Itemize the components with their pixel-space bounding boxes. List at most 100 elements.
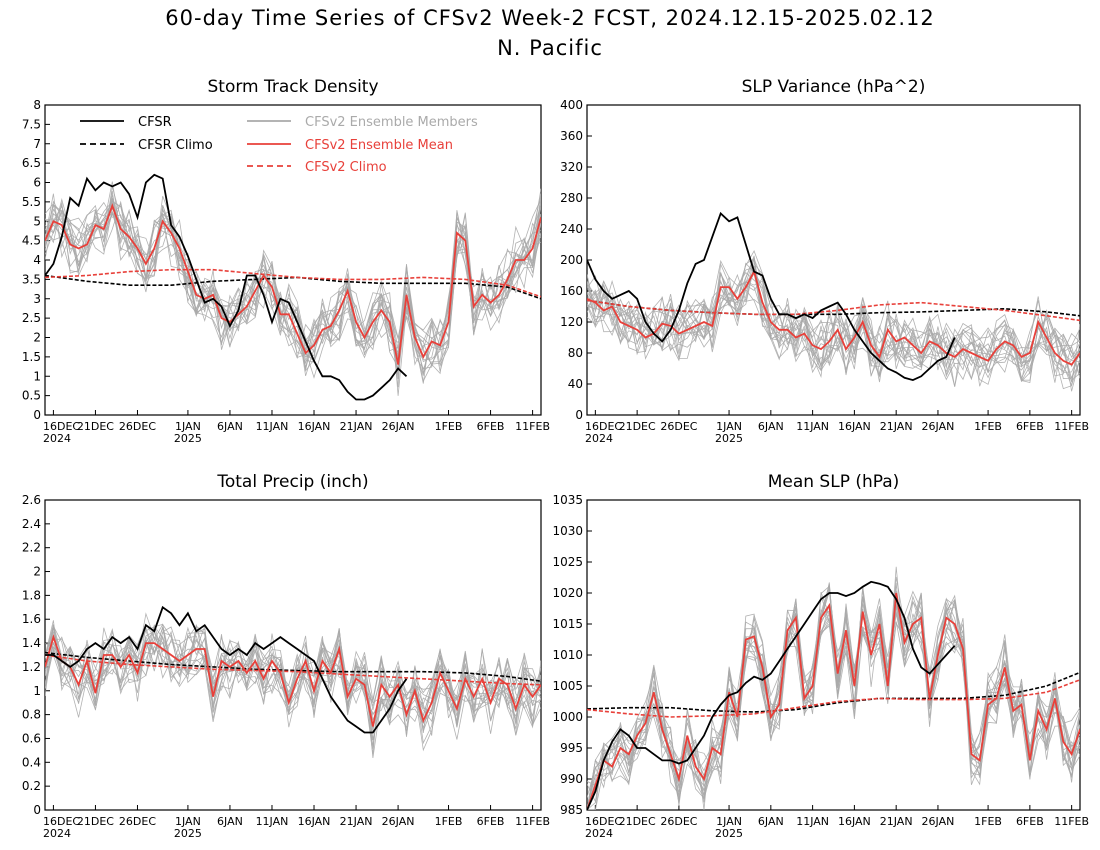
ensemble-member-line (45, 193, 541, 361)
y-tick-label: 3 (33, 292, 41, 306)
panel-title: Total Precip (inch) (216, 472, 368, 492)
ensemble-member-line (45, 636, 541, 732)
y-tick-label: 6.5 (22, 156, 41, 170)
x-tick-label: 11FEB (515, 815, 550, 828)
ensemble-member-line (587, 599, 1080, 810)
x-tick-label: 11FEB (515, 420, 550, 433)
ensemble-member-line (45, 624, 541, 752)
y-tick-label: 4 (33, 253, 41, 267)
x-tick-label: 1JAN (175, 420, 201, 433)
y-tick-label: 360 (560, 129, 583, 143)
y-tick-label: 1 (33, 684, 41, 698)
x-tick-year-label: 2025 (715, 827, 743, 840)
x-tick-label: 26DEC (660, 420, 697, 433)
y-tick-label: 0 (33, 803, 41, 817)
y-tick-label: 1005 (552, 679, 583, 693)
x-tick-label: 21JAN (340, 420, 373, 433)
x-tick-label: 6JAN (758, 420, 784, 433)
x-tick-label: 11FEB (1054, 815, 1089, 828)
cfsr-line (587, 211, 956, 382)
y-tick-label: 5.5 (22, 195, 41, 209)
x-tick-label: 21JAN (880, 815, 913, 828)
plot-data-group (45, 605, 541, 758)
chart-panel-4: Mean SLP (hPa) 985 990 995 1000 1005 1010 1015 1… (552, 472, 1089, 840)
x-tick-label: 11JAN (256, 420, 289, 433)
cfsv2-climo-line (587, 299, 1080, 322)
legend-label: CFSv2 Ensemble Mean (305, 138, 453, 153)
chart-main-title: 60-day Time Series of CFSv2 Week-2 FCST,… (165, 6, 935, 30)
y-tick-label: 40 (568, 377, 583, 391)
y-tick-label: 0.6 (22, 731, 41, 745)
y-tick-label: 1000 (552, 710, 583, 724)
y-tick-label: 320 (560, 160, 583, 174)
y-tick-label: 4.5 (22, 234, 41, 248)
y-tick-label: 8 (33, 98, 41, 112)
x-tick-label: 21DEC (619, 815, 656, 828)
legend-label: CFSv2 Climo (305, 160, 387, 175)
ensemble-member-line (587, 259, 1080, 381)
ensemble-member-line (587, 586, 1080, 810)
y-tick-label: 200 (560, 253, 583, 267)
y-tick-label: 1.6 (22, 612, 41, 626)
x-tick-label: 1JAN (716, 420, 742, 433)
x-tick-label: 11JAN (796, 420, 829, 433)
x-tick-label: 6FEB (1016, 815, 1044, 828)
x-tick-label: 26DEC (660, 815, 697, 828)
y-tick-label: 2 (33, 565, 41, 579)
x-tick-label: 26JAN (922, 420, 955, 433)
ensemble-member-line (587, 583, 1080, 796)
x-tick-label: 16DEC (585, 815, 622, 828)
y-tick-label: 160 (560, 284, 583, 298)
x-tick-label: 6JAN (758, 815, 784, 828)
x-tick-label: 21DEC (77, 815, 114, 828)
x-tick-label: 6FEB (477, 815, 505, 828)
y-tick-label: 3.5 (22, 272, 41, 286)
y-tick-label: 0 (33, 408, 41, 422)
x-tick-label: 16JAN (298, 815, 331, 828)
y-tick-label: 1.5 (22, 350, 41, 364)
y-tick-label: 1.2 (22, 660, 41, 674)
ensemble-member-line (45, 186, 541, 396)
x-tick-label: 16JAN (838, 420, 871, 433)
cfsr-climo-line (45, 651, 541, 682)
x-tick-label: 26DEC (119, 815, 156, 828)
x-tick-label: 21DEC (619, 420, 656, 433)
x-tick-label: 1FEB (974, 420, 1002, 433)
x-tick-label: 1FEB (435, 420, 463, 433)
cfsv2-climo-line (587, 679, 1080, 718)
y-tick-label: 1020 (552, 586, 583, 600)
chart-panel-2: SLP Variance (hPa^2) 0 40 80 120 160 200 240 280… (560, 77, 1089, 445)
x-tick-year-label: 2024 (585, 432, 613, 445)
x-tick-label: 6JAN (217, 420, 243, 433)
x-tick-year-label: 2025 (174, 432, 202, 445)
ensemble-member-line (587, 271, 1080, 387)
x-tick-label: 16DEC (43, 420, 80, 433)
x-tick-label: 6FEB (1016, 420, 1044, 433)
x-tick-year-label: 2024 (585, 827, 613, 840)
ensemble-member-line (587, 566, 1080, 810)
x-tick-label: 16JAN (298, 420, 331, 433)
legend-label: CFSR Climo (138, 138, 213, 153)
y-tick-label: 1 (33, 369, 41, 383)
ensemble-member-line (45, 202, 541, 376)
y-tick-label: 1035 (552, 493, 583, 507)
x-tick-label: 26JAN (922, 815, 955, 828)
ensemble-mean-line (45, 634, 541, 727)
ensemble-member-line (587, 262, 1080, 383)
x-tick-label: 1JAN (175, 815, 201, 828)
cfsr-line (587, 580, 956, 810)
x-tick-label: 21DEC (77, 420, 114, 433)
x-tick-label: 1FEB (974, 815, 1002, 828)
ensemble-member-line (45, 624, 541, 727)
x-tick-label: 16JAN (838, 815, 871, 828)
x-tick-label: 26JAN (382, 815, 415, 828)
chart-region-subtitle: N. Pacific (497, 36, 603, 60)
x-tick-label: 26JAN (382, 420, 415, 433)
y-tick-label: 1030 (552, 524, 583, 538)
y-tick-label: 120 (560, 315, 583, 329)
y-tick-label: 0.5 (22, 389, 41, 403)
y-tick-label: 7.5 (22, 117, 41, 131)
y-tick-label: 2 (33, 331, 41, 345)
